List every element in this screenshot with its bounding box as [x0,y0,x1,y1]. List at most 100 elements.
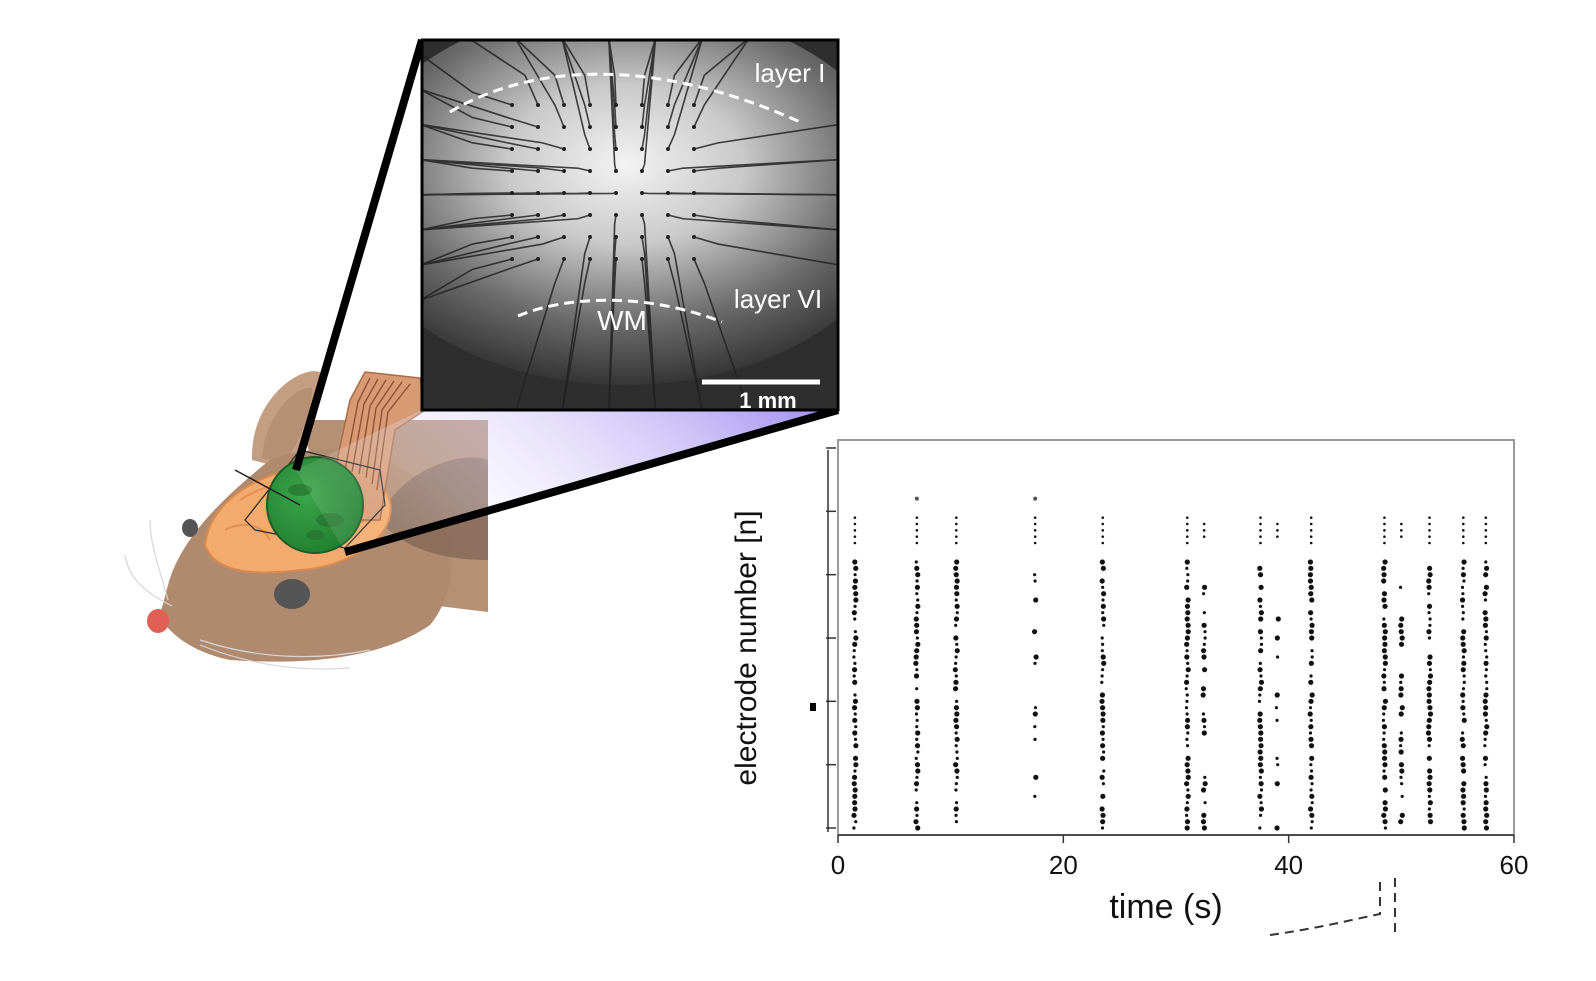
spike [1186,661,1190,665]
spike [915,516,919,519]
spike [1100,812,1106,818]
spike [955,535,958,538]
spike [1309,826,1313,830]
spike [1202,535,1206,538]
spike [1101,541,1105,545]
electrode-array-micrograph: layer I layer VI WM 1 mm [420,38,840,413]
spike [1460,787,1466,793]
spike [915,730,921,736]
spike [1308,731,1313,735]
spike [1307,806,1314,812]
spike [1460,692,1466,698]
spike [1185,529,1189,532]
spike [1426,736,1433,742]
spike [953,762,959,768]
spike [1257,699,1262,703]
spike [1201,622,1207,628]
spike [1483,744,1487,748]
spike [1381,673,1387,679]
spike [1101,611,1105,615]
spike [915,522,919,526]
spike [1427,812,1433,818]
spike [1102,769,1106,773]
spike [1185,622,1191,628]
spike [1258,826,1262,830]
spike [1100,603,1106,609]
spike [1427,819,1434,825]
spike [1185,649,1189,653]
spike [1101,598,1105,602]
spike [1203,775,1207,779]
spike [1426,629,1432,635]
spike [851,667,858,673]
spike [1102,750,1106,754]
spike [914,560,918,564]
layer-vi-label: layer VI [734,284,822,314]
spike [1482,610,1488,616]
spike [954,768,960,774]
spike [1483,565,1490,571]
spike [1428,617,1432,621]
spike [1426,755,1432,761]
spike [915,535,919,538]
spike [1484,718,1488,722]
spike [955,756,959,760]
spike [1460,705,1466,711]
spike [1461,781,1467,787]
spike [1275,616,1281,622]
spike [1398,641,1405,647]
spike [1381,578,1387,584]
spike [1257,686,1263,692]
spike [953,584,960,590]
eye-icon [274,579,310,609]
spike [1276,522,1279,526]
spike [955,750,959,754]
spike [914,712,919,716]
spike [1399,768,1405,774]
spike [1099,806,1105,812]
spike [1200,686,1207,692]
spike [1184,825,1190,831]
spike [954,603,960,609]
spike [953,679,959,685]
spike [1484,529,1488,532]
spike [1033,529,1037,532]
spike [1461,655,1466,659]
spike [953,717,959,723]
spike [914,584,921,590]
spike [1382,680,1386,684]
spike [1427,744,1431,748]
spike [1307,572,1314,578]
spike [853,712,857,716]
x-tick-label: 20 [1049,850,1078,880]
spike [1101,642,1105,646]
spike [1308,610,1314,616]
spike [1101,725,1105,729]
spike [1381,718,1386,722]
spike [853,522,857,526]
spike [1185,755,1191,761]
spike [1381,597,1387,603]
spike [955,529,958,532]
spike [1033,535,1037,538]
spike [954,623,958,627]
spike [1099,559,1105,565]
spike [1309,516,1313,519]
spike [1184,813,1189,817]
spike [854,820,858,824]
spike [915,603,921,609]
spike [955,775,959,779]
spike [1100,680,1104,684]
spike [952,686,959,692]
spike [1258,584,1264,590]
spike [1309,597,1315,603]
spike [1398,711,1404,717]
spike [955,699,959,703]
spike [1381,686,1387,692]
spike [953,705,960,711]
spike [954,598,958,602]
spike [1483,584,1490,590]
spike [955,642,959,646]
spike [1185,774,1191,780]
spike [1460,812,1466,818]
